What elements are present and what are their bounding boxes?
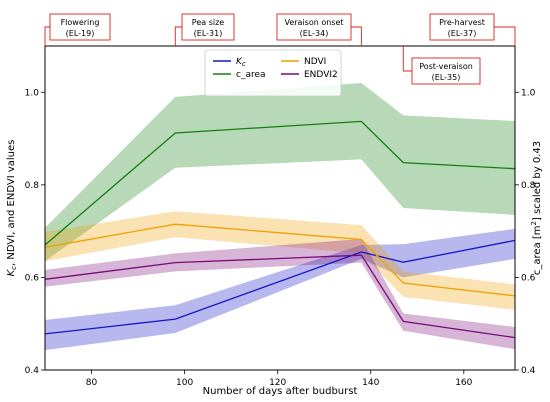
- line-K_c: [44, 239, 516, 335]
- line-NDVI: [44, 223, 516, 297]
- x-axis-label: Number of days after budburst: [203, 386, 358, 397]
- x-tick-label: 120: [269, 378, 286, 388]
- x-tick-label: 140: [362, 378, 379, 388]
- legend-label: NDVI: [304, 57, 326, 67]
- y-tick-label-right: 0.4: [521, 366, 536, 376]
- x-axis-ticks: 80 100 120 140 160: [86, 370, 473, 388]
- annotation-connector: [351, 26, 362, 46]
- x-tick-label: 80: [86, 378, 98, 388]
- band-ENDVI2: [45, 239, 515, 350]
- annotation-box: [49, 13, 111, 41]
- annotation-connector: [402, 46, 412, 72]
- annotation-label: Pea size: [192, 18, 224, 27]
- annotation-box: [181, 13, 235, 41]
- legend-label: ENDVI2: [304, 70, 338, 80]
- y-tick-label-left: 0.8: [25, 181, 40, 191]
- x-tick-label: 100: [176, 378, 193, 388]
- legend-label: Kc: [236, 57, 246, 68]
- x-tick-label: 160: [455, 378, 472, 388]
- y-axis-ticks: 0.4 0.6 0.8 1.0 0.4 0.6 0.8 1.0: [25, 88, 536, 376]
- y-tick-label-right: 0.8: [521, 181, 536, 191]
- legend-box: [204, 49, 342, 97]
- band-K_c: [45, 228, 515, 351]
- plot-frame: [44, 45, 516, 371]
- annotation-label: Veraison onset: [284, 18, 343, 27]
- annotation-label: Post-veraison: [419, 62, 473, 71]
- legend-label: c_area: [236, 70, 266, 80]
- y-tick-label-right: 1.0: [521, 88, 536, 98]
- line-ENDVI2: [44, 254, 516, 339]
- band-NDVI: [45, 211, 515, 310]
- annotation-connector: [174, 26, 182, 46]
- y-axis-label-left: Kc, NDVI, and ENDVI values: [6, 140, 18, 277]
- annotation-box: [276, 13, 352, 41]
- series-lines: [44, 120, 516, 339]
- annotation-connector: [494, 26, 516, 46]
- confidence-bands: [45, 83, 515, 351]
- annotation-code: (EL-19): [66, 29, 95, 38]
- y-tick-label-left: 0.6: [25, 273, 40, 283]
- y-tick-label-right: 0.6: [521, 273, 536, 283]
- y-tick-label-left: 1.0: [25, 88, 40, 98]
- band-c_area: [45, 83, 515, 262]
- annotation-code: (EL-34): [300, 29, 329, 38]
- y-tick-label-left: 0.4: [25, 366, 40, 376]
- annotation-code: (EL-37): [448, 29, 477, 38]
- legend: Kc NDVI c_area ENDVI2: [204, 49, 342, 97]
- annotation-box: [429, 13, 495, 41]
- annotation-label: Flowering: [61, 18, 100, 27]
- stage-annotations: Flowering (EL-19) Pea size (EL-31) Veraison …: [44, 13, 516, 85]
- annotation-label: Pre-harvest: [439, 18, 485, 27]
- y-axis-label-right: c_area [m2] scaled by 0.43: [530, 141, 543, 275]
- annotation-connector: [44, 26, 50, 46]
- annotation-code: (EL-35): [432, 73, 461, 82]
- line-c_area: [44, 120, 516, 246]
- annotation-code: (EL-31): [194, 29, 223, 38]
